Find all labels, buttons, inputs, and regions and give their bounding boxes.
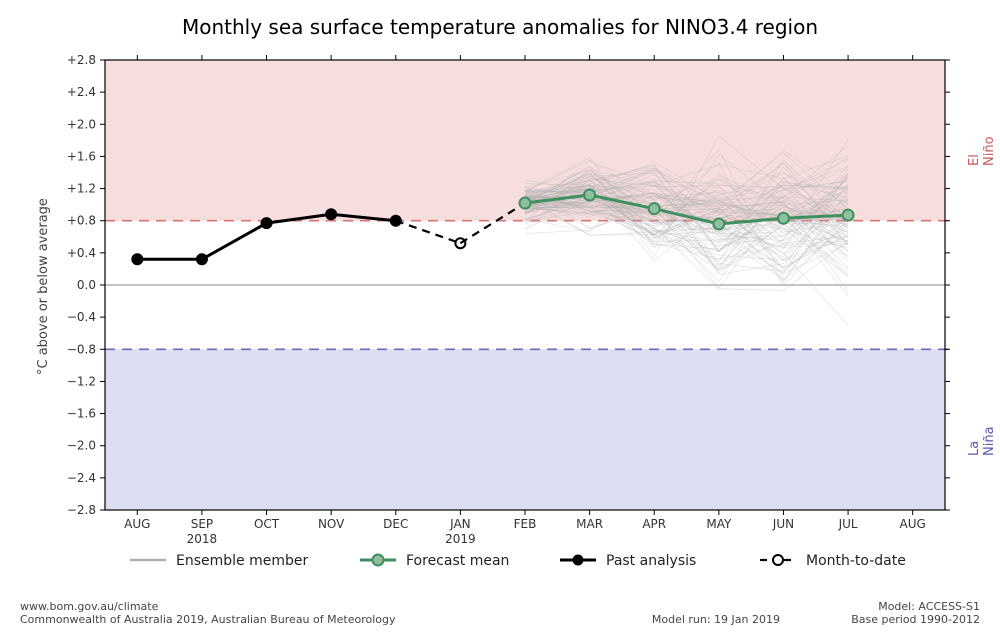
y-tick-label: −2.4: [67, 471, 96, 485]
footer-base-period: Base period 1990-2012: [851, 613, 980, 626]
y-tick-label: +1.2: [67, 182, 96, 196]
legend-label: Forecast mean: [406, 553, 509, 569]
x-tick-year: 2018: [187, 532, 218, 546]
y-tick-label: +1.6: [67, 149, 96, 163]
x-tick-label: NOV: [318, 517, 345, 531]
legend-item-mtd: Month-to-date: [760, 553, 906, 569]
nino34-anomaly-chart: −2.8 −2.4 −2.0 −1.6 −1.2 −0.8 −0.4 0.0 +0.4 +0.8 +…: [0, 0, 1000, 633]
x-tick-label: APR: [642, 517, 666, 531]
y-tick-label: +2.4: [67, 85, 96, 99]
footer-model: Model: ACCESS-S1: [878, 600, 980, 613]
x-tick-label: AUG: [124, 517, 150, 531]
legend-item-past: Past analysis: [560, 553, 696, 569]
x-tick-label: MAR: [576, 517, 603, 531]
footer-model-run: Model run: 19 Jan 2019: [652, 613, 780, 627]
y-tick-label: 0.0: [77, 278, 96, 292]
x-tick-label: MAY: [706, 517, 732, 531]
x-tick-label: FEB: [514, 517, 537, 531]
past-analysis-point: [326, 209, 337, 220]
legend: Ensemble member Forecast mean Past analysi…: [130, 553, 906, 569]
footer-right: Model: ACCESS-S1 Base period 1990-2012: [851, 600, 980, 628]
x-tick-label: AUG: [900, 517, 926, 531]
el-nino-label: El Niño: [967, 133, 997, 166]
x-tick-year: 2019: [445, 532, 476, 546]
la-nina-band: [105, 349, 945, 510]
y-tick-label: +2.0: [67, 117, 96, 131]
y-tick-label: −1.2: [67, 374, 96, 388]
y-tick-label: +0.4: [67, 246, 96, 260]
x-tick-label: OCT: [254, 517, 280, 531]
forecast-mean-point: [778, 213, 789, 224]
y-tick-label: −0.8: [67, 342, 96, 356]
month-to-date-line: [396, 221, 461, 244]
forecast-mean-point: [843, 210, 854, 221]
y-axis-label: °C above or below average: [36, 198, 51, 375]
x-tick-label: JUL: [838, 517, 858, 531]
legend-label: Past analysis: [606, 553, 696, 569]
past-analysis-point: [132, 254, 143, 265]
legend-label: Ensemble member: [176, 553, 308, 569]
past-analysis-point: [196, 254, 207, 265]
y-tick-label: −1.6: [67, 407, 96, 421]
la-nina-label: La Niña: [967, 423, 997, 456]
x-tick-label: JAN: [449, 517, 471, 531]
x-tick-label: SEP: [191, 517, 213, 531]
y-tick-label: +2.8: [67, 53, 96, 67]
legend-item-ensemble: Ensemble member: [130, 553, 308, 569]
x-tick-label: DEC: [383, 517, 408, 531]
y-tick-label: −2.0: [67, 439, 96, 453]
x-tick-label: JUN: [772, 517, 794, 531]
footer-url: www.bom.gov.au/climate: [20, 600, 158, 613]
y-tick-label: −2.8: [67, 503, 96, 517]
past-analysis-point: [261, 218, 272, 229]
forecast-mean-point: [584, 190, 595, 201]
y-tick-label: +0.8: [67, 214, 96, 228]
forecast-mean-point: [520, 198, 531, 209]
footer-left: www.bom.gov.au/climate Commonwealth of A…: [20, 600, 395, 628]
forecast-mean-point: [649, 203, 660, 214]
footer-copyright: Commonwealth of Australia 2019, Australi…: [20, 613, 395, 626]
forecast-mean-point: [713, 218, 724, 229]
y-tick-label: −0.4: [67, 310, 96, 324]
legend-item-forecast: Forecast mean: [360, 553, 509, 569]
legend-label: Month-to-date: [806, 553, 906, 569]
